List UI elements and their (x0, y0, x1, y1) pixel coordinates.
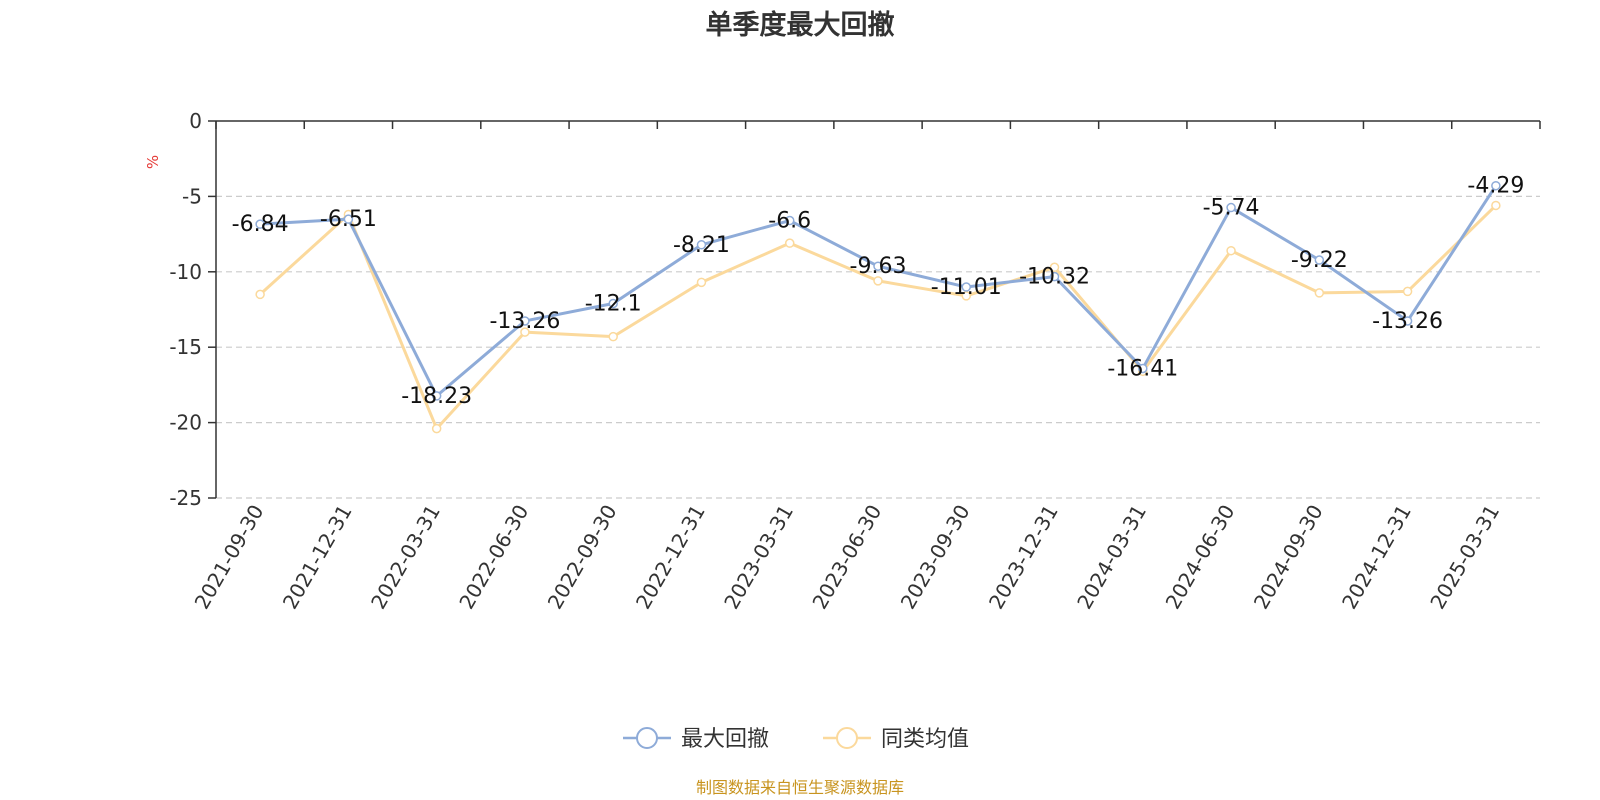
data-point (1314, 288, 1325, 298)
data-point (1402, 286, 1413, 297)
x-tick-label: 2021-12-31 (278, 501, 357, 614)
data-point (431, 423, 442, 434)
x-tick-label: 2022-06-30 (454, 501, 533, 614)
data-point (873, 261, 883, 271)
data-label: -9.63 (850, 254, 907, 279)
x-tick-label: 2023-12-31 (984, 501, 1063, 614)
legend-item-0[interactable]: 最大回撤 (623, 727, 769, 752)
series-line (260, 184, 1498, 398)
data-label: -6.6 (768, 209, 811, 234)
data-point (1226, 202, 1236, 213)
y-tick-label: -20 (169, 411, 202, 435)
x-tick-label: 2024-09-30 (1249, 501, 1328, 614)
data-label: -4.29 (1467, 174, 1524, 199)
data-label: -18.23 (401, 384, 472, 409)
y-tick-label: -5 (182, 184, 202, 208)
data-point (1138, 363, 1148, 374)
data-point (608, 298, 618, 309)
data-label: -13.26 (1372, 309, 1443, 334)
x-tick-label: 2023-06-30 (807, 501, 886, 614)
y-tick-label: 0 (189, 109, 202, 133)
chart-title: 单季度最大回撤 (706, 9, 895, 41)
legend[interactable]: 最大回撤 同类均值 (623, 727, 969, 752)
series-0 (255, 180, 1501, 401)
legend-marker (636, 727, 658, 749)
y-tick-label: -25 (169, 486, 202, 510)
y-axis-ticks: 0 -5 -10 -15 -20 -25 (169, 109, 216, 510)
data-point (1491, 180, 1501, 191)
grid-lines (216, 195, 1540, 499)
data-point (1402, 316, 1413, 326)
x-tick-label: 2024-03-31 (1072, 501, 1151, 614)
data-label: -5.74 (1203, 196, 1260, 221)
data-point (1491, 200, 1501, 211)
x-tick-label: 2022-03-31 (366, 500, 445, 613)
data-point (1049, 262, 1060, 273)
data-point (873, 276, 883, 286)
data-point (343, 214, 354, 224)
data-label: -16.41 (1107, 356, 1178, 381)
legend-label: 最大回撤 (681, 727, 769, 752)
data-point (1049, 271, 1060, 282)
data-point (784, 215, 795, 226)
data-point (520, 327, 530, 337)
series-layer (255, 180, 1501, 434)
x-tick-label: 2022-09-30 (543, 501, 622, 614)
data-point (961, 291, 972, 301)
y-tick-label: -15 (169, 335, 202, 359)
data-point (1314, 255, 1325, 265)
data-point (1226, 245, 1236, 256)
data-label: -13.26 (489, 309, 560, 334)
data-point (608, 331, 618, 342)
data-label: -10.32 (1019, 265, 1090, 290)
legend-marker (836, 727, 858, 749)
y-tick-label: -10 (169, 260, 202, 284)
data-point (784, 238, 795, 248)
data-point (255, 289, 265, 300)
data-label: -6.51 (320, 207, 377, 232)
y-axis-unit: % (144, 155, 162, 169)
source-note: 制图数据来自恒生聚源数据库 (696, 778, 904, 797)
x-axis-ticks: 2021-09-30 2021-12-31 2022-03-31 2022-06-30… (190, 121, 1541, 614)
x-tick-label: 2023-03-31 (719, 501, 798, 614)
data-point (696, 277, 707, 288)
legend-label: 同类均值 (881, 727, 969, 752)
x-tick-label: 2025-03-31 (1425, 501, 1504, 614)
data-label: -11.01 (931, 275, 1002, 300)
x-tick-label: 2024-12-31 (1337, 501, 1416, 614)
x-tick-label: 2022-12-31 (631, 501, 710, 614)
legend-item-1[interactable]: 同类均值 (823, 727, 969, 752)
data-point (961, 282, 972, 292)
data-label: -6.84 (232, 212, 289, 237)
x-tick-label: 2023-09-30 (896, 500, 975, 613)
data-point (520, 316, 530, 326)
x-tick-label: 2021-09-30 (190, 501, 269, 614)
data-point (431, 391, 442, 401)
axes (215, 120, 1540, 498)
data-point (255, 219, 265, 229)
data-point (696, 240, 707, 250)
data-label: -12.1 (585, 291, 642, 316)
data-label: -9.22 (1291, 248, 1348, 273)
x-tick-label: 2024-06-30 (1160, 501, 1239, 614)
data-labels: -6.84 -6.51 -18.23 -13.26 -12.1 -8.21 -6.6 -9.6… (232, 174, 1525, 409)
data-label: -8.21 (673, 233, 730, 258)
